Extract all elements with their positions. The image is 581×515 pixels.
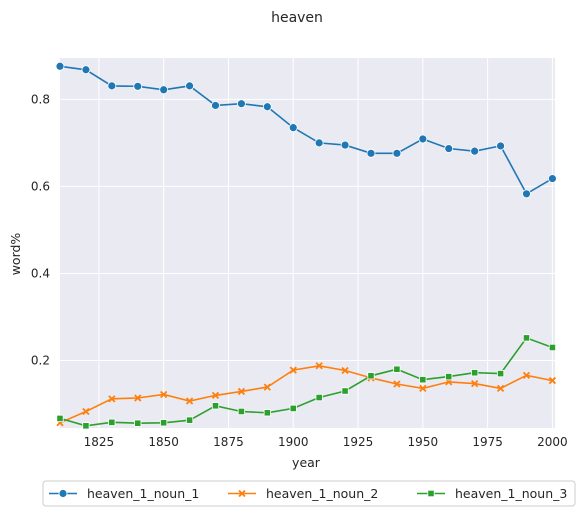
data-point xyxy=(185,81,194,91)
legend-item: heaven_1_noun_2 xyxy=(228,486,378,501)
data-point xyxy=(134,394,142,402)
data-point xyxy=(419,376,427,384)
x-axis-ticks: 1825 1850 1875 1900 1925 1950 1975 2000 xyxy=(84,435,568,449)
data-point xyxy=(314,138,324,148)
data-point xyxy=(263,383,271,391)
data-point xyxy=(315,362,323,370)
legend-marker xyxy=(238,489,246,498)
x-tick-label: 1975 xyxy=(472,435,503,449)
legend-item: heaven_1_noun_3 xyxy=(417,486,567,501)
y-axis-label: word% xyxy=(8,233,23,276)
x-tick-label: 1900 xyxy=(278,435,309,449)
data-point xyxy=(289,366,297,374)
data-point xyxy=(444,144,454,153)
x-tick-label: 2000 xyxy=(537,435,568,449)
chart-title: heaven xyxy=(271,10,323,26)
data-point xyxy=(393,380,401,388)
data-point xyxy=(418,134,428,144)
data-point xyxy=(185,397,194,405)
legend-label: heaven_1_noun_2 xyxy=(266,486,378,501)
data-point xyxy=(471,369,479,377)
data-point xyxy=(471,379,479,388)
legend-box xyxy=(42,480,576,507)
data-point xyxy=(108,395,116,403)
data-point xyxy=(367,372,375,380)
data-point xyxy=(548,343,557,352)
data-point xyxy=(366,148,376,158)
y-tick-label: 0.2 xyxy=(31,354,50,368)
series-2 xyxy=(56,362,557,427)
data-point xyxy=(133,81,143,91)
x-tick-label: 1850 xyxy=(148,435,179,449)
x-axis-label: year xyxy=(292,455,321,470)
data-point xyxy=(237,407,246,416)
data-point xyxy=(548,174,557,183)
legend: heaven_1_noun_1 heaven_1_noun_2 heaven_1_n… xyxy=(42,480,576,507)
data-point xyxy=(288,123,298,133)
legend-label: heaven_1_noun_3 xyxy=(455,486,567,501)
x-tick-label: 1950 xyxy=(408,435,439,449)
data-point xyxy=(134,419,142,427)
y-tick-label: 0.6 xyxy=(31,179,50,193)
data-point xyxy=(263,409,271,417)
legend-marker xyxy=(58,489,68,498)
series-line xyxy=(59,336,553,427)
data-point xyxy=(82,422,90,430)
series-3 xyxy=(56,334,557,430)
data-point xyxy=(211,101,220,110)
data-point xyxy=(470,146,480,156)
data-point xyxy=(211,391,220,399)
data-point xyxy=(496,141,505,151)
y-axis-ticks: 0.2 0.4 0.6 0.8 xyxy=(31,92,50,367)
data-point xyxy=(289,404,297,413)
series-1 xyxy=(55,61,557,199)
legend-marker xyxy=(427,489,435,498)
legend-label: heaven_1_noun_1 xyxy=(87,486,199,501)
data-point xyxy=(185,416,194,424)
data-point xyxy=(496,369,505,378)
data-point xyxy=(81,65,91,75)
y-tick-label: 0.4 xyxy=(31,266,50,280)
data-point xyxy=(419,384,427,393)
data-point xyxy=(548,376,557,385)
series-group xyxy=(55,61,557,430)
data-point xyxy=(82,407,90,416)
data-point xyxy=(341,366,349,375)
data-point xyxy=(56,414,64,423)
series-line xyxy=(59,364,553,424)
data-point xyxy=(159,85,169,95)
data-point xyxy=(393,365,401,373)
x-tick-label: 1825 xyxy=(84,435,115,449)
data-point xyxy=(445,373,453,381)
data-point xyxy=(160,390,168,399)
y-tick-label: 0.8 xyxy=(31,92,50,106)
data-point xyxy=(392,148,402,158)
data-point xyxy=(107,81,117,91)
x-tick-label: 1875 xyxy=(213,435,244,449)
data-point xyxy=(496,384,505,393)
data-point xyxy=(237,387,246,396)
data-point xyxy=(340,140,350,150)
data-point xyxy=(108,418,116,426)
x-tick-label: 1925 xyxy=(343,435,374,449)
data-point xyxy=(262,102,272,112)
data-point xyxy=(160,419,168,427)
data-point xyxy=(315,393,323,402)
data-point xyxy=(522,334,531,342)
legend-item: heaven_1_noun_1 xyxy=(49,486,199,501)
data-point xyxy=(522,371,531,379)
data-point xyxy=(341,387,349,395)
data-point xyxy=(237,99,246,109)
grid-lines xyxy=(60,58,555,428)
data-point xyxy=(211,402,220,410)
data-point xyxy=(522,189,531,199)
data-point xyxy=(55,61,65,71)
plot-area xyxy=(60,58,555,428)
